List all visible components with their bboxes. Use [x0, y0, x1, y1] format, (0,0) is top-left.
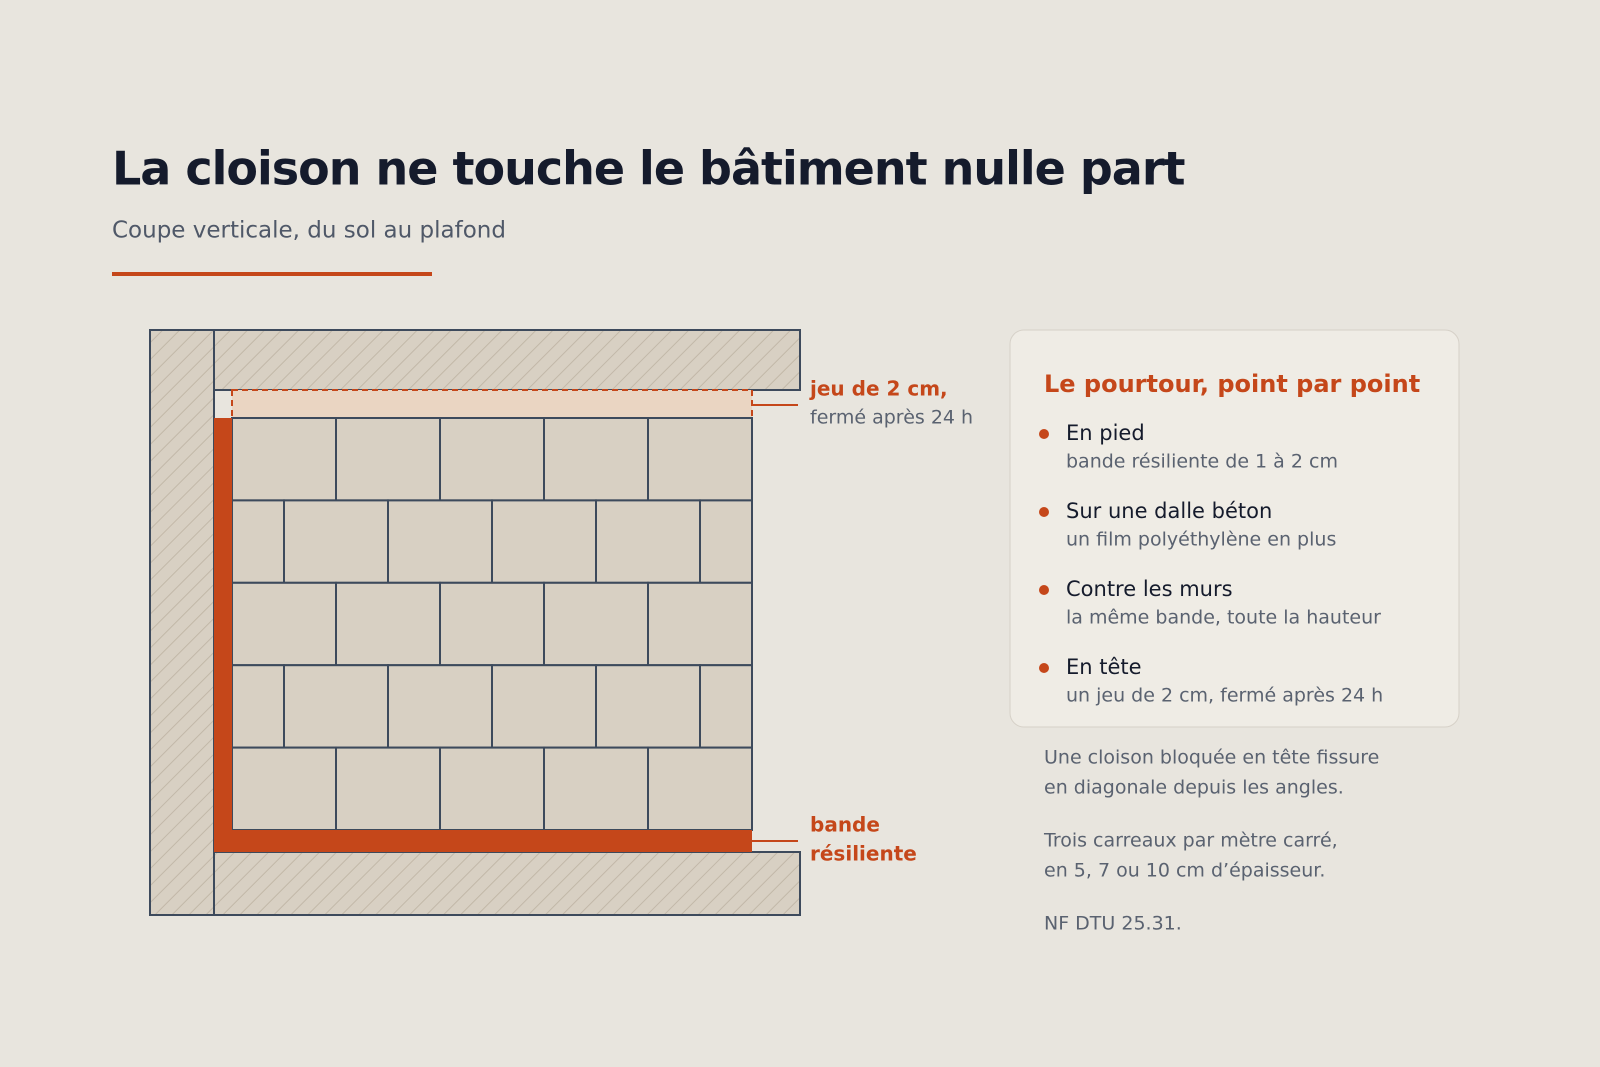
block [543, 746, 649, 831]
block [647, 746, 753, 831]
block [647, 581, 753, 667]
block [387, 664, 493, 749]
item-detail: un jeu de 2 cm, fermé après 24 h [1066, 685, 1383, 707]
floor-band [214, 830, 752, 852]
block [491, 499, 597, 584]
subtitle: Coupe verticale, du sol au plafond [112, 218, 506, 244]
item-detail: bande résiliente de 1 à 2 cm [1066, 451, 1338, 473]
block [439, 746, 545, 831]
item-term: Contre les murs [1066, 577, 1233, 601]
block [647, 417, 753, 502]
block [335, 746, 441, 831]
gap-label: jeu de 2 cm, [809, 377, 948, 401]
bullet [1039, 585, 1049, 595]
item-detail: un film polyéthylène en plus [1066, 529, 1336, 551]
side-band [214, 418, 232, 852]
section-drawing [149, 329, 801, 916]
head-gap [231, 389, 753, 419]
band-label: résiliente [810, 842, 917, 866]
accent-rule [112, 272, 432, 276]
block [231, 746, 337, 831]
block [595, 664, 701, 749]
item-term: En pied [1066, 421, 1145, 445]
title: La cloison ne touche le bâtiment nulle p… [112, 142, 1185, 196]
bullet [1039, 429, 1049, 439]
bullet [1039, 663, 1049, 673]
block [231, 499, 285, 584]
block [699, 499, 753, 584]
floor-slab [213, 851, 801, 916]
notes: Une cloison bloquée en tête fissure en di… [1043, 747, 1379, 935]
block [335, 581, 441, 667]
ceiling-slab [213, 329, 801, 391]
block [335, 417, 441, 502]
gap-label: fermé après 24 h [810, 407, 973, 429]
note-line: en diagonale depuis les angles. [1044, 777, 1344, 799]
item-term: Sur une dalle béton [1066, 499, 1272, 523]
block [283, 664, 389, 749]
block [439, 581, 545, 667]
item-detail: la même bande, toute la hauteur [1066, 607, 1381, 629]
block [387, 499, 493, 584]
note-line: en 5, 7 ou 10 cm d’épaisseur. [1044, 860, 1325, 882]
band-label: bande [810, 813, 880, 837]
note-line: Trois carreaux par mètre carré, [1043, 830, 1338, 852]
bullet [1039, 507, 1049, 517]
card [1009, 329, 1460, 728]
block [699, 664, 753, 749]
block [543, 417, 649, 502]
block [283, 499, 389, 584]
blocks [231, 417, 753, 831]
block [543, 581, 649, 667]
note-line: NF DTU 25.31. [1044, 913, 1182, 935]
block [439, 417, 545, 502]
wall [149, 329, 215, 916]
card-title: Le pourtour, point par point [1044, 370, 1420, 398]
block [231, 581, 337, 667]
block [231, 417, 337, 502]
block [595, 499, 701, 584]
block [231, 664, 285, 749]
note-line: Une cloison bloquée en tête fissure [1044, 747, 1379, 769]
item-term: En tête [1066, 655, 1142, 679]
block [491, 664, 597, 749]
card-list: En pied bande résiliente de 1 à 2 cm Sur u… [1039, 421, 1383, 707]
